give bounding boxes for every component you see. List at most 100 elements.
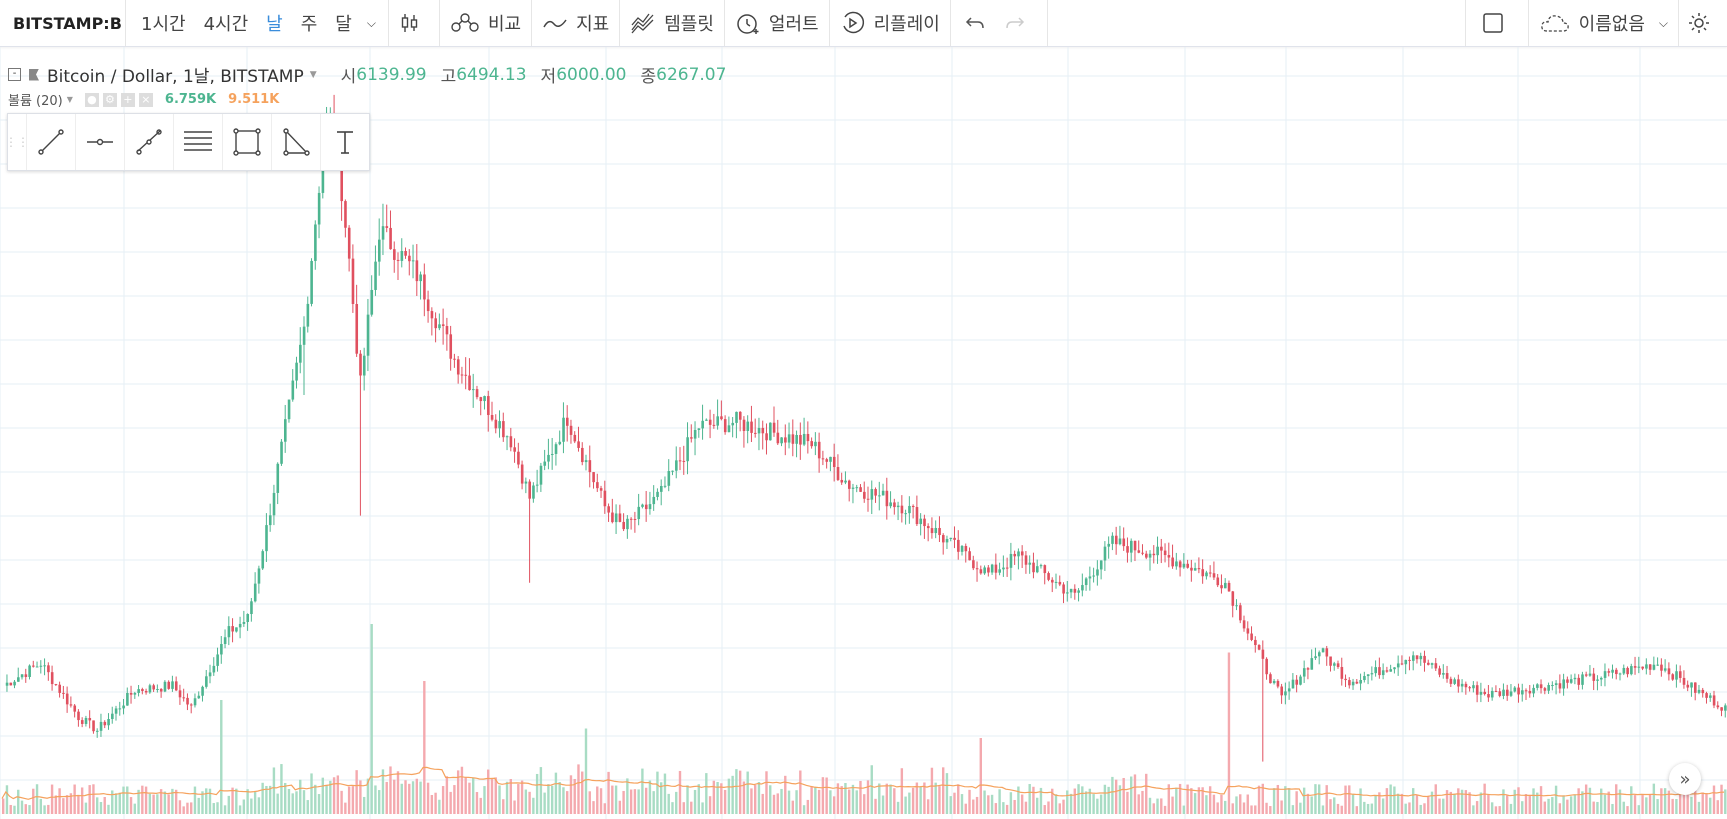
volume-bar xyxy=(848,789,851,814)
flag-icon[interactable] xyxy=(29,68,39,81)
fib-retracement-tool[interactable] xyxy=(173,114,222,170)
triangle-tool[interactable] xyxy=(271,114,320,170)
settings-button[interactable] xyxy=(1679,0,1727,46)
volume-bar xyxy=(1216,802,1219,814)
interval-1m[interactable]: 달 xyxy=(335,14,352,35)
candle-body xyxy=(1193,568,1197,571)
candle-body xyxy=(663,485,667,487)
fullscreen-button[interactable] xyxy=(1466,0,1528,46)
volume-bar xyxy=(1160,798,1163,814)
candle-body xyxy=(776,432,780,444)
rectangle-tool[interactable] xyxy=(222,114,271,170)
volume-bar xyxy=(1272,788,1276,814)
candle-body xyxy=(347,227,351,259)
trend-line-tool[interactable] xyxy=(26,114,75,170)
candle-body xyxy=(761,427,765,434)
indicators-icon xyxy=(543,19,567,28)
volume-bar xyxy=(1427,796,1430,814)
indicators-button[interactable]: 지표 xyxy=(532,0,619,46)
bar-chart-icon xyxy=(401,14,418,32)
templates-button[interactable]: 템플릿 xyxy=(620,0,724,46)
volume-bar xyxy=(1193,793,1197,814)
volume-bar xyxy=(975,796,979,814)
symbol-search[interactable]: BITSTAMP:B xyxy=(13,13,122,33)
volume-bar xyxy=(1645,797,1648,814)
candle-body xyxy=(690,437,693,439)
candle-body xyxy=(908,505,911,514)
chevron-down-icon[interactable]: ⌵ xyxy=(366,15,376,30)
volume-bar xyxy=(607,771,610,814)
collapse-icon[interactable]: - xyxy=(8,68,21,81)
volume-bar xyxy=(1720,784,1723,814)
volume-bar xyxy=(641,768,644,814)
candle-body xyxy=(889,502,892,507)
volume-bar xyxy=(923,782,926,814)
compare-button[interactable]: 비교 xyxy=(440,0,531,46)
scroll-to-realtime-button[interactable]: » xyxy=(1669,763,1701,795)
volume-bar xyxy=(137,789,140,814)
alert-button[interactable]: 얼러트 xyxy=(725,0,829,46)
volume-bar xyxy=(776,793,779,814)
interval-4h[interactable]: 4시간 xyxy=(203,14,249,35)
candle-body xyxy=(1378,667,1381,676)
volume-bar xyxy=(1062,799,1065,814)
candle-body xyxy=(494,419,498,429)
volume-bar xyxy=(1442,798,1445,814)
candle-body xyxy=(1152,553,1156,556)
volume-label[interactable]: 볼륨 (20) xyxy=(8,94,63,109)
volume-bar xyxy=(1186,784,1189,814)
chevron-down-icon[interactable]: ▼ xyxy=(66,95,73,104)
gear-icon[interactable]: ⚙ xyxy=(102,92,117,107)
volume-bar xyxy=(167,794,170,814)
candle-body xyxy=(505,436,509,438)
volume-bar xyxy=(1611,803,1614,814)
candle-body xyxy=(1412,655,1415,661)
interval-1d[interactable]: 날 xyxy=(266,14,283,35)
chart-pane[interactable] xyxy=(0,47,1727,819)
candle-body xyxy=(1208,572,1212,574)
replay-button[interactable]: 리플레이 xyxy=(830,0,950,46)
interval-1h[interactable]: 1시간 xyxy=(141,14,186,35)
series-title[interactable]: Bitcoin / Dollar, 1날, BITSTAMP xyxy=(47,67,304,87)
volume-bar xyxy=(806,799,810,814)
close-icon[interactable]: × xyxy=(138,92,153,107)
redo-button[interactable] xyxy=(1001,0,1047,46)
volume-bar xyxy=(393,779,396,814)
text-tool[interactable] xyxy=(320,114,369,170)
volume-bar xyxy=(1622,801,1625,814)
candle-body xyxy=(84,717,88,724)
volume-bar xyxy=(1701,792,1704,814)
candle-body xyxy=(708,419,712,425)
volume-bar xyxy=(1472,805,1475,814)
horizontal-ray-tool[interactable] xyxy=(75,114,124,170)
chart-type-button[interactable] xyxy=(389,0,439,46)
candle-body xyxy=(1536,684,1539,688)
candle-body xyxy=(1671,674,1675,680)
candle-body xyxy=(430,311,434,319)
candle-body xyxy=(453,358,456,360)
candle-body xyxy=(614,513,618,523)
volume-bar xyxy=(212,803,215,814)
candle-body xyxy=(1224,582,1227,589)
undo-button[interactable] xyxy=(951,0,1001,46)
volume-bar xyxy=(468,782,471,814)
candle-body xyxy=(1419,655,1423,660)
volume-legend: 볼륨 (20) ▼ ● ⚙ + × 6.759K 9.511K xyxy=(8,90,279,109)
parallel-channel-tool[interactable] xyxy=(124,114,173,170)
drag-handle[interactable]: ⋮⋮ xyxy=(5,135,29,149)
candle-body xyxy=(539,465,543,485)
interval-1w[interactable]: 주 xyxy=(300,14,318,35)
volume-bar xyxy=(1513,789,1516,814)
eye-icon[interactable]: ● xyxy=(84,92,99,107)
candle-body xyxy=(1633,666,1637,668)
volume-bar xyxy=(1325,785,1328,814)
price-chart[interactable] xyxy=(0,47,1727,819)
volume-bar xyxy=(547,784,550,814)
candle-body xyxy=(1355,681,1359,684)
volume-bar xyxy=(1295,791,1298,814)
candle-body xyxy=(464,374,468,376)
plus-icon[interactable]: + xyxy=(120,92,135,107)
layout-menu[interactable]: 이름없음 ⌵ xyxy=(1529,0,1678,46)
candle-body xyxy=(1393,667,1396,670)
chevron-down-icon[interactable]: ▼ xyxy=(309,69,317,80)
